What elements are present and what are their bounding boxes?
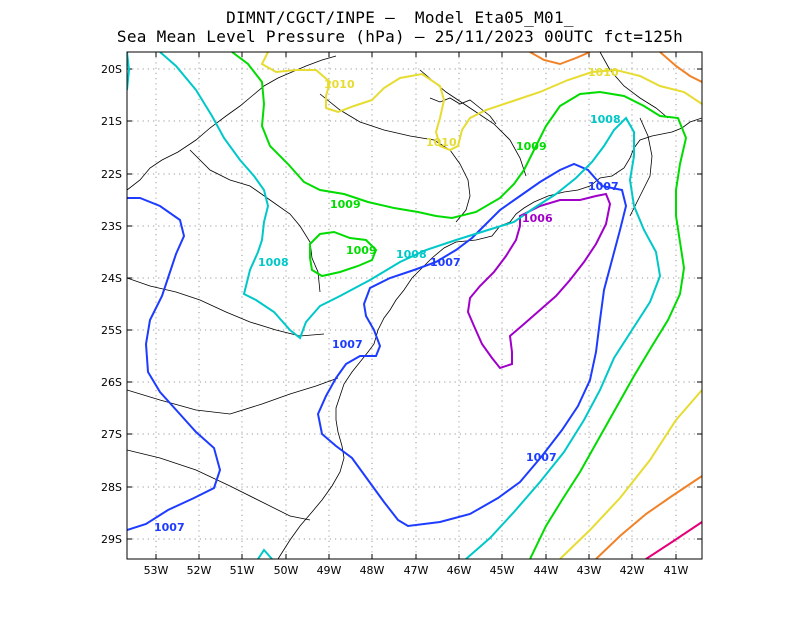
- contour-label: 1006: [522, 212, 553, 225]
- lat-label: 29S: [101, 533, 122, 546]
- lon-label: 41W: [664, 564, 689, 577]
- contour-label: 1009: [330, 198, 361, 211]
- contour-label: 1008: [396, 248, 427, 261]
- lon-label: 47W: [404, 564, 429, 577]
- state-border: [189, 149, 321, 293]
- lon-label: 43W: [577, 564, 602, 577]
- lon-label: 46W: [447, 564, 472, 577]
- contour-label: 1007: [588, 180, 619, 193]
- lon-label: 50W: [274, 564, 299, 577]
- lon-label: 45W: [490, 564, 515, 577]
- lon-label: 53W: [144, 564, 169, 577]
- contour-label: 1008: [258, 256, 289, 269]
- lat-label: 21S: [101, 115, 122, 128]
- lat-label: 26S: [101, 376, 122, 389]
- state-border: [127, 449, 311, 521]
- contour-label: 1008: [590, 113, 621, 126]
- contour-label: 1009: [346, 244, 377, 257]
- lon-label: 42W: [620, 564, 645, 577]
- isobar-1008: [257, 548, 273, 559]
- lat-label: 22S: [101, 168, 122, 181]
- state-border: [127, 55, 337, 191]
- lat-label: 27S: [101, 428, 122, 441]
- isobar-1006: [466, 192, 612, 370]
- lon-label: 49W: [317, 564, 342, 577]
- lat-label: 28S: [101, 481, 122, 494]
- contour-label: 1007: [332, 338, 363, 351]
- isobar-1008: [159, 52, 662, 559]
- lon-label: 51W: [230, 564, 255, 577]
- contour-label: 1007: [526, 451, 557, 464]
- isobar-1011: [529, 52, 591, 66]
- bay: [429, 97, 497, 125]
- map-frame: [126, 51, 703, 560]
- lon-label: 52W: [187, 564, 212, 577]
- contour-label: 1009: [516, 140, 547, 153]
- isobar-1012: [645, 521, 702, 559]
- state-border: [599, 52, 669, 119]
- contour-labels: 1010 1010 1010 1009 1009 1009 1008 1008 …: [154, 66, 621, 534]
- isobar-1011: [595, 475, 702, 559]
- isobar-1008: [127, 52, 131, 91]
- lat-label: 24S: [101, 272, 122, 285]
- isobar-1010: [559, 389, 702, 559]
- lon-label: 44W: [534, 564, 559, 577]
- isobar-1007: [127, 197, 222, 531]
- longitude-labels: 53W 52W 51W 50W 49W 48W 47W 46W 45W 44W 43W 42W 41W: [144, 564, 689, 577]
- contour-label: 1007: [154, 521, 185, 534]
- state-border: [319, 93, 471, 223]
- isobar-1009: [309, 230, 378, 278]
- chart-title-line-1: DIMNT/CGCT/INPE – Model Eta05_M01_: [226, 8, 574, 27]
- chart-title-line-2: Sea Mean Level Pressure (hPa) – 25/11/20…: [116, 27, 684, 46]
- state-border: [127, 377, 339, 415]
- lon-label: 48W: [360, 564, 385, 577]
- lat-label: 23S: [101, 220, 122, 233]
- state-border: [419, 69, 527, 177]
- isobar-1011: [659, 52, 702, 83]
- contour-label: 1010: [588, 66, 619, 79]
- latitude-labels: 20S 21S 22S 23S 24S 25S 26S 27S 28S 29S: [101, 63, 122, 546]
- state-border: [629, 117, 653, 217]
- state-border: [127, 277, 325, 337]
- contour-label: 1010: [324, 78, 355, 91]
- isobar-1009: [231, 52, 688, 559]
- lat-label: 20S: [101, 63, 122, 76]
- isobar-1010: [260, 52, 702, 152]
- contour-label: 1010: [426, 136, 457, 149]
- coastline: [277, 117, 702, 559]
- lat-label: 25S: [101, 324, 122, 337]
- contour-label: 1007: [430, 256, 461, 269]
